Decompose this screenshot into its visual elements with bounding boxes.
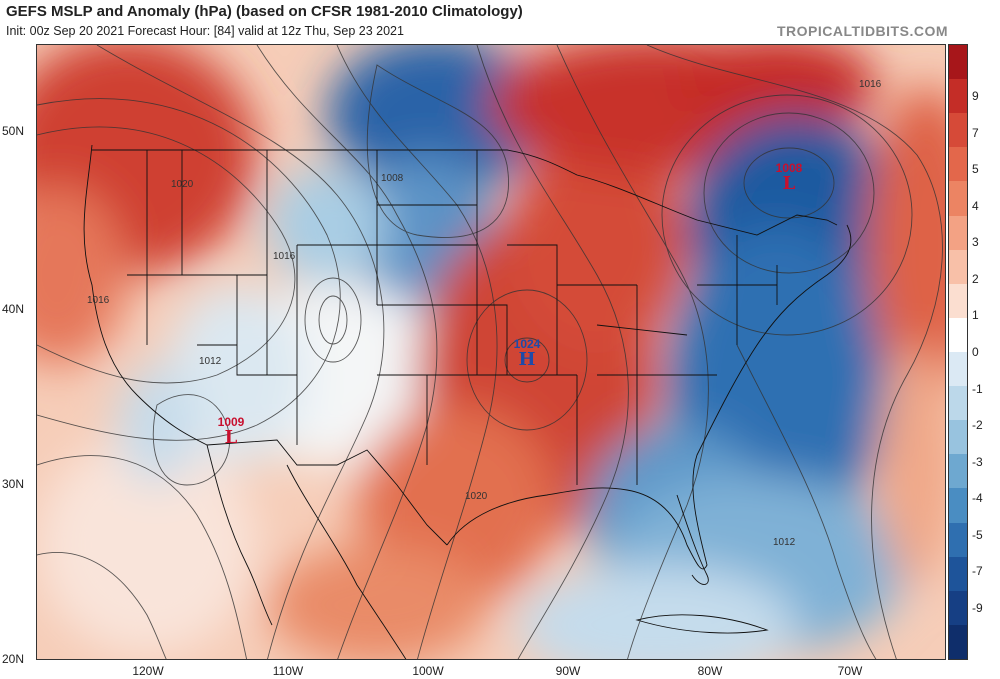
colorbar-tick-label: 1 (972, 308, 979, 323)
colorbar-cell (949, 556, 967, 591)
colorbar-tick-label: 4 (972, 198, 979, 213)
colorbar-tick-label: 2 (972, 271, 979, 286)
lat-label: 40N (2, 302, 25, 316)
colorbar-cell (949, 624, 967, 659)
anomaly-field (37, 45, 945, 659)
low-pressure-northeast: 1008 L (767, 161, 811, 193)
political-borders (83, 144, 852, 659)
colorbar-tick-label: 5 (972, 162, 979, 177)
lat-label: 20N (2, 652, 25, 666)
colorbar-tick-label: -2 (972, 418, 983, 433)
chart-title: GEFS MSLP and Anomaly (hPa) (based on CF… (6, 3, 523, 20)
colorbar-tick-label: -9 (972, 600, 983, 615)
colorbar (948, 44, 968, 660)
high-pressure-central: 1024 H (505, 337, 549, 369)
lat-label: 30N (2, 477, 25, 491)
lon-label: 120W (132, 664, 164, 678)
pressure-symbol: L (782, 173, 796, 194)
colorbar-tick-label: -4 (972, 491, 983, 506)
isobar-label: 1020 (465, 491, 488, 502)
colorbar-tick-label: -3 (972, 454, 983, 469)
isobar-label: 1012 (199, 356, 222, 367)
lat-label: 50N (2, 124, 25, 138)
colorbar-cell (949, 45, 967, 80)
colorbar-tick-label: -1 (972, 381, 983, 396)
anomaly-map: 1008 L 1024 H 1009 L 1020 1016 1016 1012… (36, 44, 946, 660)
colorbar-cell (949, 283, 967, 318)
colorbar-cell (949, 522, 967, 557)
colorbar-cell (949, 454, 967, 489)
isobar-label: 1012 (773, 537, 796, 548)
colorbar-tick-label: 9 (972, 89, 979, 104)
lon-label: 100W (412, 664, 444, 678)
colorbar-cell (949, 181, 967, 216)
lon-label: 90W (555, 664, 581, 678)
map-canvas (37, 45, 945, 659)
colorbar-cell (949, 113, 967, 148)
colorbar-cell (949, 215, 967, 250)
colorbar-cell (949, 351, 967, 387)
pressure-value: 1009 (217, 415, 245, 429)
lon-label: 110W (272, 664, 304, 678)
isobar-label: 1016 (273, 251, 296, 262)
colorbar-cell (949, 249, 967, 284)
isobar-label: 1016 (87, 295, 110, 306)
colorbar-tick-label: -7 (972, 564, 983, 579)
colorbar-cell (949, 590, 967, 625)
colorbar-tick-label: 0 (972, 345, 979, 359)
colorbar-tick-label: 7 (972, 125, 979, 140)
brand-watermark: TROPICALTIDBITS.COM (776, 23, 948, 39)
isobar-label: 1016 (859, 79, 882, 90)
colorbar-cell (949, 317, 967, 352)
pressure-symbol: H (518, 349, 536, 370)
isobar-label: 1020 (171, 179, 194, 190)
colorbar-cell (949, 386, 967, 421)
isobars (37, 45, 943, 659)
lon-label: 70W (837, 664, 863, 678)
colorbar-tick-label: 3 (972, 235, 979, 250)
chart-subtitle: Init: 00z Sep 20 2021 Forecast Hour: [84… (6, 24, 404, 38)
isobar-label: 1008 (381, 173, 404, 184)
pressure-symbol: L (224, 427, 238, 448)
colorbar-cell (949, 79, 967, 114)
colorbar-cell (949, 488, 967, 523)
low-pressure-southwest: 1009 L (209, 415, 253, 447)
pressure-value: 1024 (513, 337, 541, 351)
lon-label: 80W (697, 664, 723, 678)
colorbar-cell (949, 420, 967, 455)
pressure-value: 1008 (775, 161, 803, 175)
colorbar-cell (949, 147, 967, 182)
colorbar-tick-label: -5 (972, 527, 983, 542)
